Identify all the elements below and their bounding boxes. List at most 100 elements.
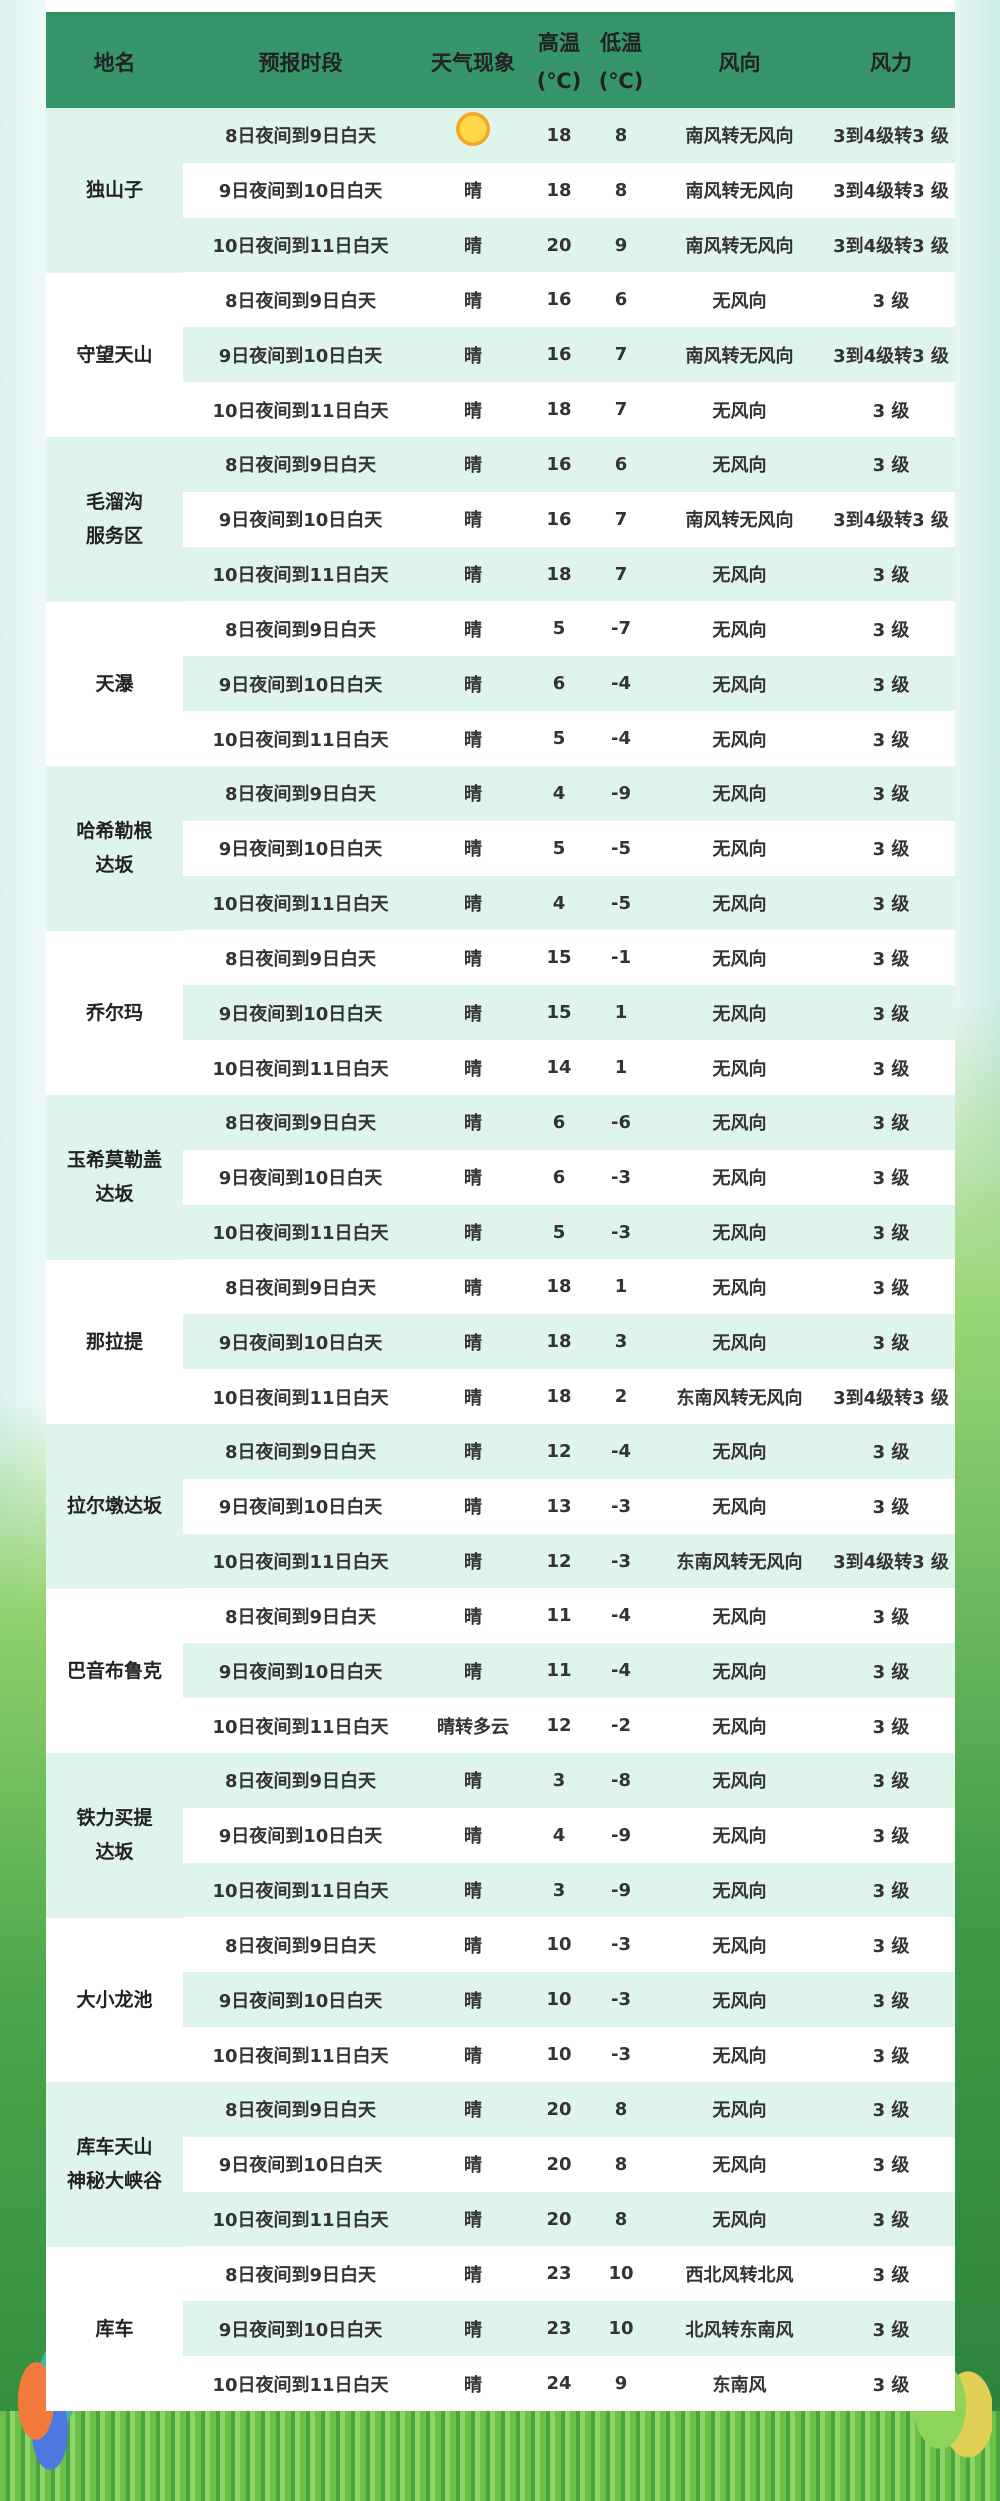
table-row: 9日夜间到10日白天 晴 16 7 南风转无风向 3到4级转3 级 [183,492,955,547]
header-low: 低温 (℃) [590,24,652,100]
wind-force-cell: 3 级 [872,894,910,916]
weather-cell: 晴 [464,2264,482,2286]
high-temp-cell: 5 [552,1221,566,1243]
weather-cell: 晴 [464,290,482,312]
low-temp-cell: -9 [611,1824,631,1846]
period-cell: 9日夜间到10日白天 [218,345,383,367]
low-temp-cell: -3 [611,1989,631,2011]
wind-direction-cell: 无风向 [712,784,767,806]
table-body: 独山子8日夜间到9日白天晴188南风转无风向3到4级转3 级9日夜间到10日白天… [46,108,955,2411]
wind-direction-cell: 无风向 [712,290,767,312]
wind-force-cell: 3 级 [872,565,910,587]
low-temp-cell: -5 [611,892,631,914]
weather-cell: 晴 [464,236,482,258]
weather-cell: 晴 [464,1881,482,1903]
wind-direction-cell: 无风向 [712,455,767,477]
table-row: 10日夜间到11日白天 晴 3 -9 无风向 3 级 [183,1862,955,1918]
low-temp-cell: -6 [611,1111,631,1133]
grass-decoration-bottom [0,2411,1000,2501]
weather-cell: 晴 [464,674,482,696]
table-row: 8日夜间到9日白天 晴 20 8 无风向 3 级 [183,2082,955,2137]
location-name: 那拉提 [85,1330,143,1353]
wind-force-cell: 3 级 [872,2319,910,2341]
wind-direction-cell: 无风向 [712,565,767,587]
weather-cell: 晴 [464,894,482,916]
wind-direction-cell: 无风向 [712,619,767,641]
weather-cell: 晴 [464,1661,482,1683]
wind-force-cell: 3 级 [872,455,910,477]
weather-cell: 晴 [464,1497,482,1519]
table-row: 9日夜间到10日白天 晴 11 -4 无风向 3 级 [183,1643,955,1699]
weather-cell: 晴 [464,400,482,422]
high-temp-cell: 20 [546,2208,572,2230]
high-temp-cell: 10 [546,1989,572,2011]
wind-force-cell: 3 级 [872,1661,910,1683]
wind-force-cell: 3 级 [872,2264,910,2286]
high-temp-cell: 18 [546,179,572,201]
wind-direction-cell: 东南风 [712,2374,767,2396]
header-low-label: 低温 [600,30,642,55]
wind-force-cell: 3 级 [872,1826,910,1848]
period-cell: 8日夜间到9日白天 [224,455,377,477]
low-temp-cell: 3 [614,1331,628,1353]
wind-direction-cell: 南风转无风向 [685,181,794,203]
weather-cell: 晴 [464,510,482,532]
wind-force-cell: 3 级 [872,2374,910,2396]
low-temp-cell: 7 [614,563,628,585]
table-row: 8日夜间到9日白天 晴 10 -3 无风向 3 级 [183,1918,955,1973]
high-temp-cell: 5 [552,837,566,859]
wind-direction-cell: 无风向 [712,1003,767,1025]
weather-cell: 晴 [464,2045,482,2067]
low-temp-cell: -9 [611,782,631,804]
weather-cell: 晴 [464,1606,482,1628]
wind-direction-cell: 北风转东南风 [685,2319,794,2341]
low-temp-cell: 1 [614,1002,628,1024]
wind-force-cell: 3到4级转3 级 [833,236,949,258]
period-cell: 8日夜间到9日白天 [224,1606,377,1628]
table-row: 10日夜间到11日白天 晴转多云 12 -2 无风向 3 级 [183,1698,955,1753]
period-cell: 9日夜间到10日白天 [218,1497,383,1519]
low-temp-cell: -4 [611,1660,631,1682]
high-temp-cell: 12 [546,1440,572,1462]
weather-cell: 晴 [464,1552,482,1574]
low-temp-cell: -3 [611,1550,631,1572]
wind-force-cell: 3到4级转3 级 [833,1552,949,1574]
weather-cell: 晴 [464,1826,482,1848]
table-row: 8日夜间到9日白天 晴 4 -9 无风向 3 级 [183,766,955,821]
high-temp-cell: 18 [546,1386,572,1408]
high-temp-cell: 10 [546,1934,572,1956]
low-temp-cell: -5 [611,837,631,859]
wind-direction-cell: 南风转无风向 [685,510,794,532]
table-row: 9日夜间到10日白天 晴 10 -3 无风向 3 级 [183,1972,955,2028]
low-temp-cell: 1 [614,1276,628,1298]
wind-force-cell: 3 级 [872,1168,910,1190]
wind-force-cell: 3 级 [872,2100,910,2122]
low-temp-cell: 7 [614,344,628,366]
header-weather: 天气现象 [431,50,515,75]
period-cell: 8日夜间到9日白天 [224,2100,377,2122]
period-cell: 9日夜间到10日白天 [218,1826,383,1848]
weather-cell: 晴 [464,1332,482,1354]
high-temp-cell: 11 [546,1605,572,1627]
wind-direction-cell: 无风向 [712,1771,767,1793]
table-row: 8日夜间到9日白天 晴 16 6 无风向 3 级 [183,273,955,328]
wind-force-cell: 3到4级转3 级 [833,181,949,203]
low-temp-cell: -1 [611,947,631,969]
location-name: 守望天山 [76,343,153,366]
table-row: 10日夜间到11日白天 晴 18 2 东南风转无风向 3到4级转3 级 [183,1369,955,1424]
wind-force-cell: 3 级 [872,948,910,970]
wind-force-cell: 3到4级转3 级 [833,510,949,532]
high-temp-cell: 6 [552,1111,566,1133]
low-temp-cell: 8 [614,179,628,201]
high-temp-cell: 20 [546,2153,572,2175]
table-row: 9日夜间到10日白天 晴 20 8 无风向 3 级 [183,2137,955,2192]
location-group: 拉尔墩达坂 8日夜间到9日白天晴 12 -4 无风向 3 级 9日夜间到10日白天晴 13 -3… [46,1424,955,1589]
wind-direction-cell: 无风向 [712,1661,767,1683]
wind-force-cell: 3 级 [872,1223,910,1245]
wind-direction-cell: 无风向 [712,894,767,916]
high-temp-cell: 11 [546,1660,572,1682]
wind-direction-cell: 无风向 [712,1497,767,1519]
wind-direction-cell: 无风向 [712,948,767,970]
location-group: 天瀑 8日夜间到9日白天晴 5 -7 无风向 3 级 9日夜间到10日白天晴 6 -4 无风向 3 … [46,602,955,767]
forecast-table: 地名 预报时段 天气现象 高温 (℃) 低温 (℃) 风向 风力 独山子 8日夜间到9… [46,12,955,2411]
